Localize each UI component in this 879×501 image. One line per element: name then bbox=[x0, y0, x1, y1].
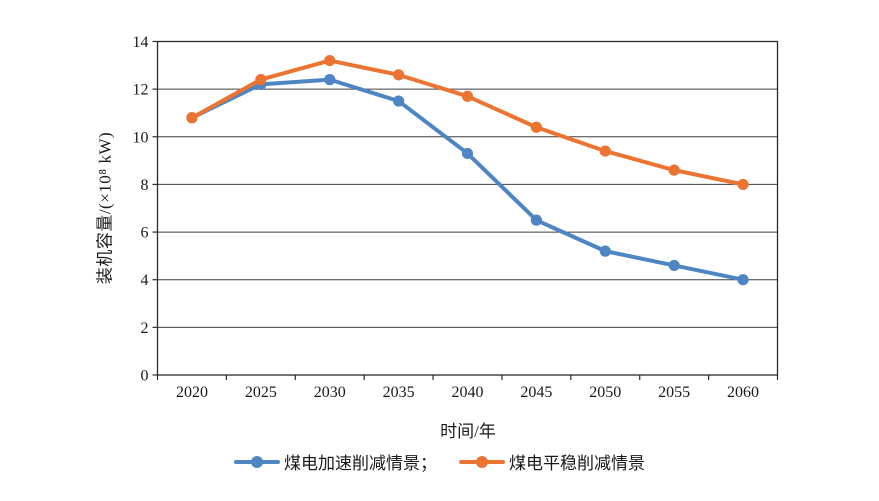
x-tick-label: 2055 bbox=[658, 384, 690, 401]
legend-label-steady: 煤电平稳削减情景 bbox=[509, 454, 645, 473]
y-tick-label: 12 bbox=[133, 82, 149, 99]
data-point bbox=[530, 214, 542, 226]
legend-line-marker-icon bbox=[234, 455, 280, 468]
data-point bbox=[186, 112, 198, 124]
data-point bbox=[393, 95, 405, 107]
x-tick-label: 2035 bbox=[383, 384, 415, 401]
x-tick-label: 2030 bbox=[314, 384, 346, 401]
data-point bbox=[530, 121, 542, 133]
data-point bbox=[668, 259, 680, 272]
y-tick-label: 6 bbox=[141, 225, 149, 242]
data-point bbox=[324, 54, 336, 67]
y-tick-label: 10 bbox=[133, 129, 149, 146]
x-tick-label: 2060 bbox=[727, 384, 759, 401]
series-line-accelerated bbox=[189, 77, 746, 282]
data-point bbox=[737, 178, 749, 191]
legend-item-accelerated: 煤电加速削减情景； bbox=[234, 449, 437, 474]
legend-item-steady: 煤电平稳削减情景 bbox=[459, 449, 645, 474]
y-tick-label: 2 bbox=[141, 320, 149, 337]
x-tick-label: 2040 bbox=[452, 384, 484, 401]
y-tick-label: 8 bbox=[141, 177, 149, 194]
series-line-steady bbox=[189, 58, 746, 187]
data-point bbox=[461, 147, 474, 160]
y-tick-label: 14 bbox=[133, 34, 149, 51]
data-point bbox=[737, 274, 749, 286]
x-axis-title: 时间/年 bbox=[440, 422, 496, 441]
x-tick-label: 2025 bbox=[245, 384, 277, 401]
data-point bbox=[324, 74, 336, 86]
x-tick-label: 2020 bbox=[176, 384, 208, 401]
legend-label-accelerated: 煤电加速削减情景； bbox=[284, 454, 437, 473]
data-point bbox=[461, 90, 474, 102]
legend-line-marker-icon bbox=[459, 455, 505, 468]
data-point bbox=[668, 164, 680, 176]
data-point bbox=[599, 145, 611, 157]
x-tick-label: 2045 bbox=[520, 384, 552, 401]
data-point bbox=[255, 74, 267, 86]
y-tick-label: 0 bbox=[141, 368, 149, 385]
data-point bbox=[393, 69, 405, 81]
x-tick-label: 2050 bbox=[589, 384, 621, 401]
y-axis-title: 装机容量/(×10⁸ kW) bbox=[95, 131, 115, 285]
plot-border bbox=[156, 40, 779, 376]
legend: 煤电加速削减情景； 煤电平稳削减情景 bbox=[0, 449, 879, 474]
y-tick-label: 4 bbox=[141, 272, 149, 289]
data-point bbox=[599, 245, 611, 257]
